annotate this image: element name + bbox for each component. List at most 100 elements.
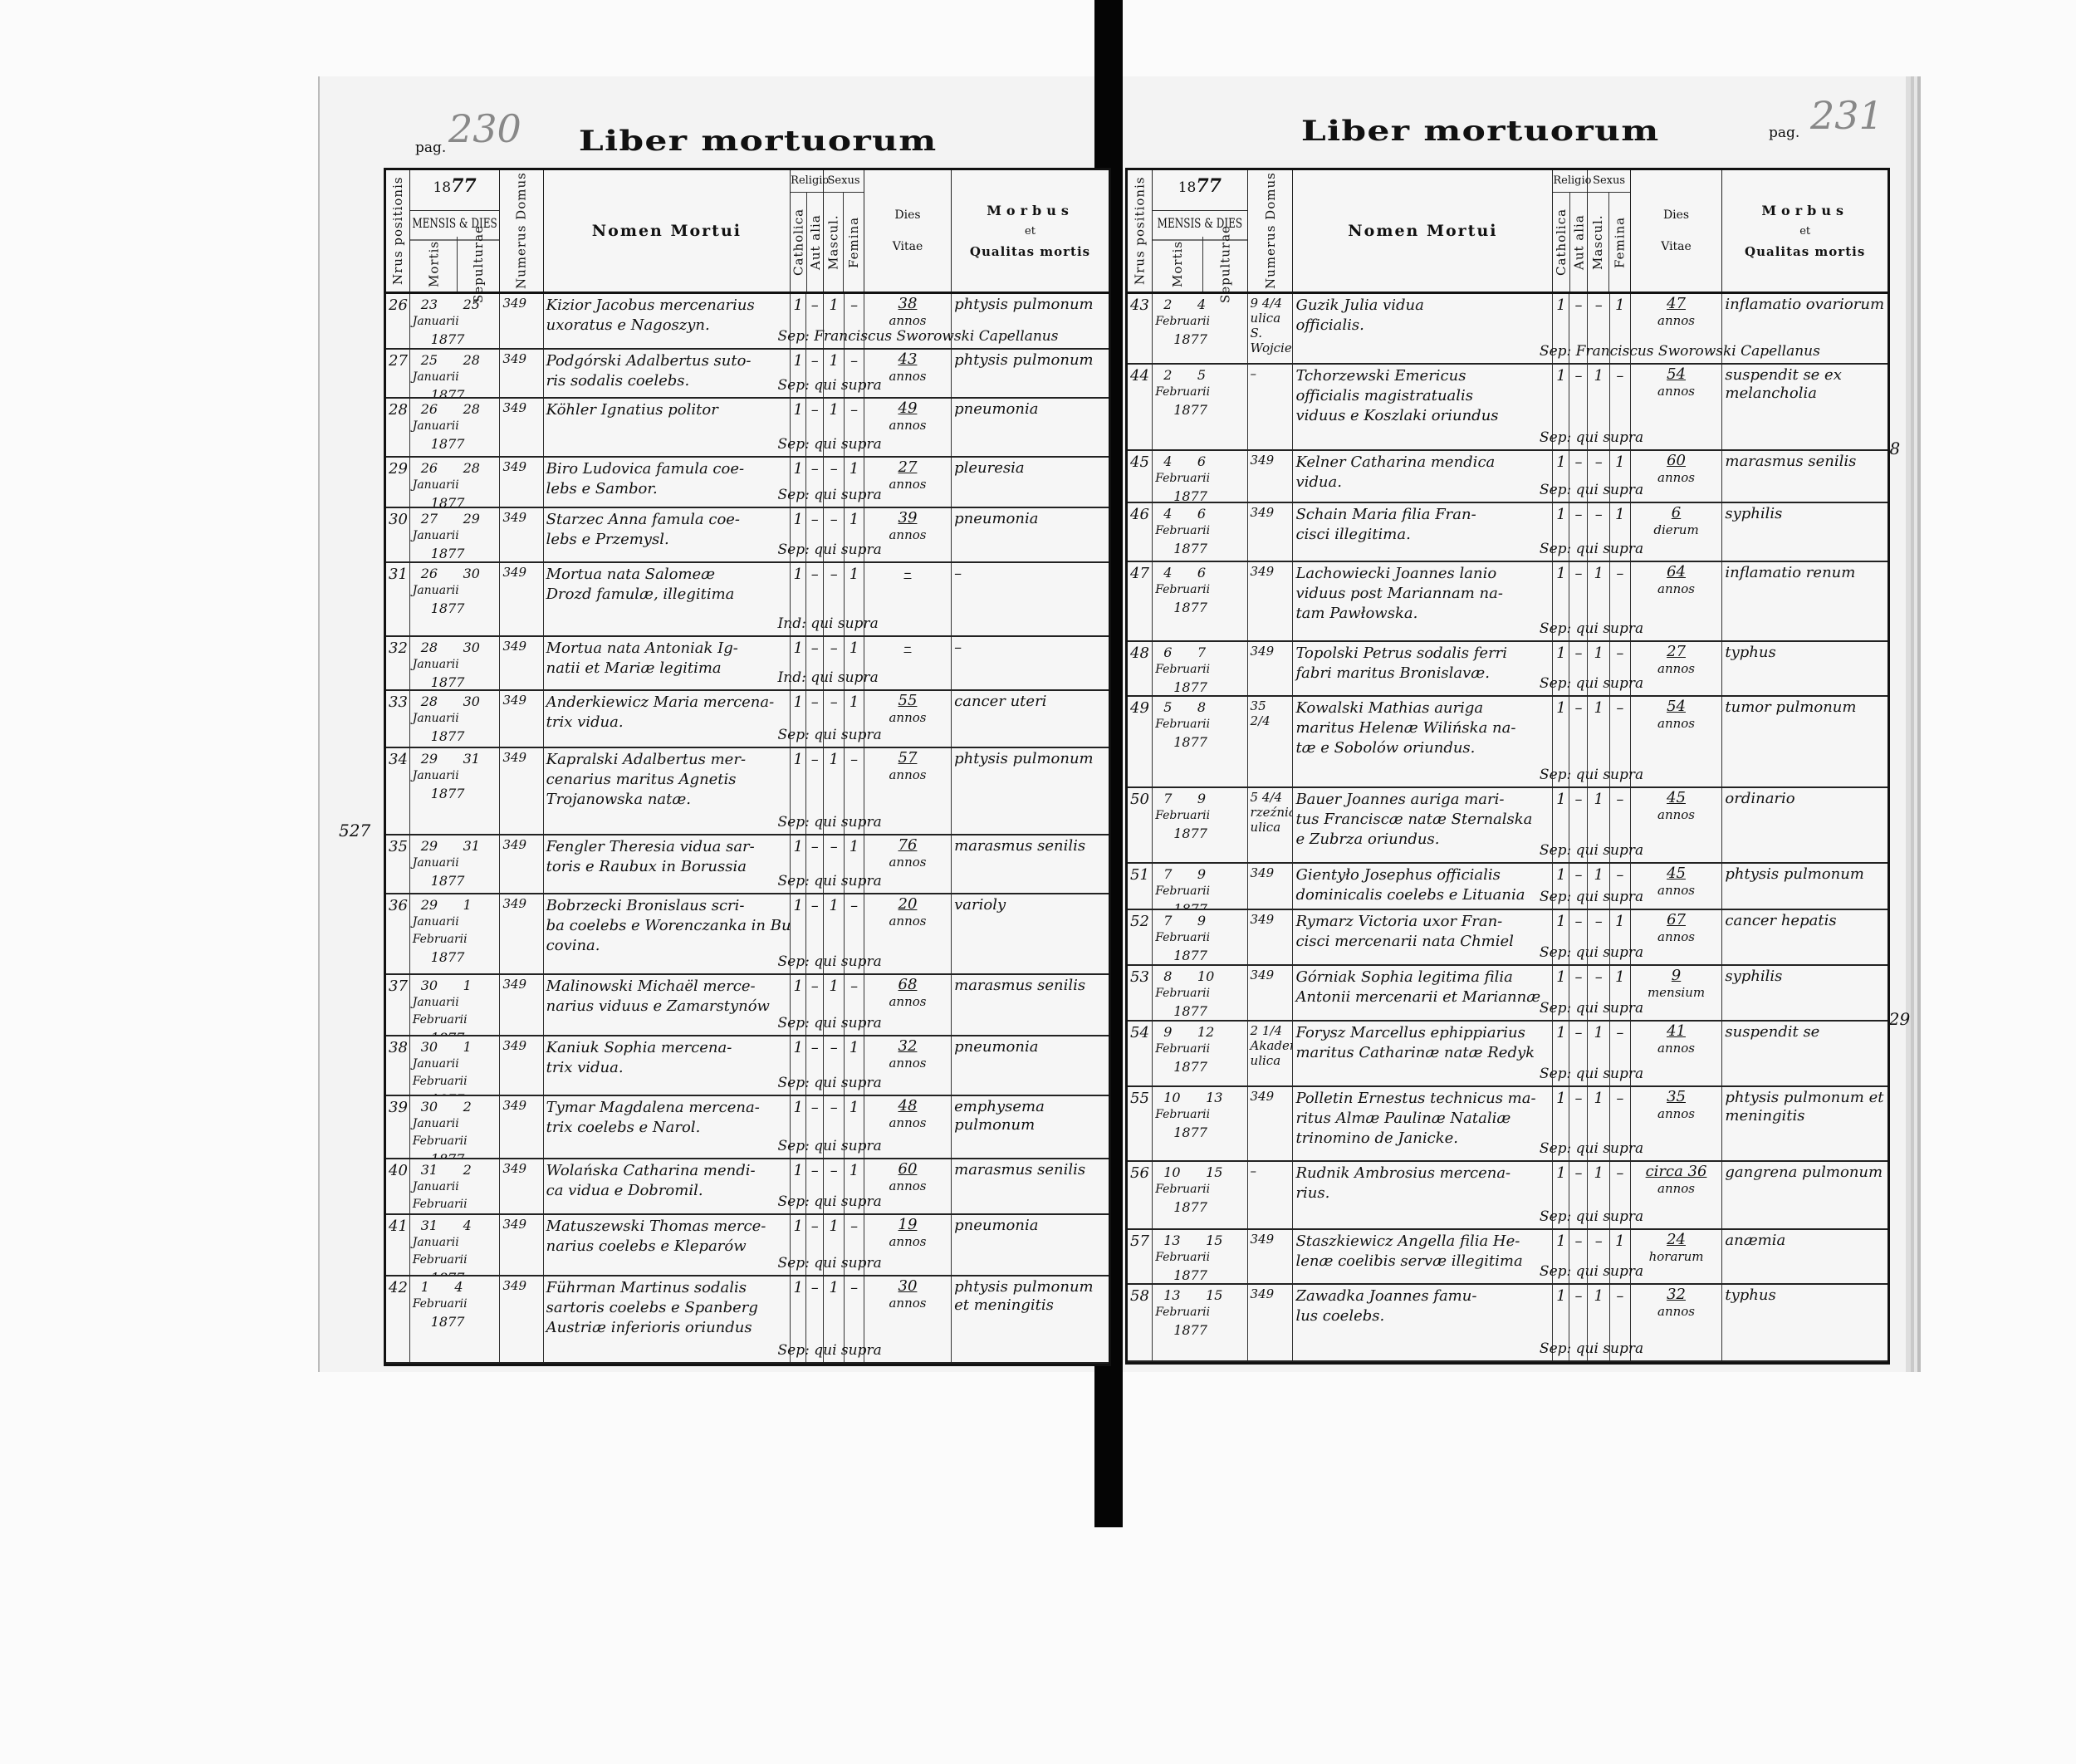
cause-of-death: phtysis pulmonum bbox=[954, 296, 1094, 313]
death-burial-days: 7 9 bbox=[1163, 791, 1207, 806]
year: 1877 bbox=[430, 495, 465, 507]
col-fem-value: 1 bbox=[1610, 294, 1631, 363]
age-value: 55 bbox=[898, 692, 918, 709]
month: Februarii bbox=[1155, 809, 1211, 822]
death-burial-days: 29 31 bbox=[420, 838, 480, 854]
col-aut-value: – bbox=[806, 975, 825, 1035]
name-line: Anderkiewicz Maria mercena- bbox=[546, 693, 775, 711]
table-row: 33 28 30 Januarii 1877 349 Anderkiewicz Maria… bbox=[386, 691, 1109, 748]
date-mortis: 7 9 Februarii 1877 bbox=[1153, 788, 1248, 862]
month: Januarii Februarii bbox=[412, 1117, 468, 1148]
col-masc-value: 1 bbox=[1588, 1285, 1610, 1360]
year-heading: 1877 bbox=[409, 170, 500, 211]
mensis-dies-label: MENSIS & DIES bbox=[1153, 207, 1247, 241]
col-mascul-label: Mascul. bbox=[825, 214, 841, 270]
year: 1877 bbox=[1173, 1003, 1207, 1019]
house-number: 9 4/4 ulica S. Wojciecha bbox=[1248, 294, 1294, 363]
table-row: 42 1 4 Februarii 1877 349 Führman Martinus so… bbox=[386, 1276, 1109, 1364]
name-line: trinomino de Janicke. bbox=[1295, 1129, 1458, 1147]
age: 9 mensium bbox=[1631, 966, 1723, 1020]
age-value: 9 bbox=[1671, 967, 1682, 984]
date-mortis: 27 29 Januarii 1877 bbox=[410, 508, 501, 561]
col-religio-label: Religio bbox=[791, 170, 829, 193]
cause-of-death: varioly bbox=[954, 896, 1006, 914]
age-value: 32 bbox=[898, 1037, 918, 1055]
col-fem-value: 1 bbox=[845, 563, 864, 635]
col-masc-value: – bbox=[1588, 294, 1610, 363]
table-row: 29 26 28 Januarii 1877 349 Biro Ludovica famu… bbox=[386, 458, 1109, 508]
col-aut-value: – bbox=[1569, 1285, 1589, 1360]
name-line: Kelner Catharina mendica bbox=[1295, 453, 1496, 471]
burial-note: Sep: Franciscus Sworowski Capellanus bbox=[777, 328, 1059, 345]
name-line: tam Pawłowska. bbox=[1295, 605, 1418, 622]
burial-note: Sep: qui supra bbox=[777, 953, 882, 970]
death-burial-days: 29 31 bbox=[420, 751, 480, 767]
age: 20 annos bbox=[864, 894, 952, 973]
name-line: Kizior Jacobus mercenarius bbox=[546, 296, 755, 314]
year: 1877 bbox=[1173, 948, 1207, 963]
age-value: 24 bbox=[1667, 1231, 1686, 1248]
entry-number: 55 bbox=[1128, 1087, 1153, 1160]
col-catholica-label: Catholica bbox=[1554, 208, 1569, 277]
col-catholica-label: Catholica bbox=[791, 208, 806, 277]
death-burial-days: 28 30 bbox=[420, 639, 480, 655]
house-number: 349 bbox=[500, 637, 544, 689]
age-value: 20 bbox=[898, 895, 918, 913]
name-line: cisci illegitima. bbox=[1295, 526, 1411, 543]
date-mortis: 4 6 Februarii 1877 bbox=[1153, 562, 1248, 640]
cause-of-death: typhus bbox=[1725, 644, 1776, 661]
name-line: Kapralski Adalbertus mer- bbox=[546, 751, 747, 768]
col-religio: Religio Catholica Aut alia bbox=[1553, 170, 1591, 292]
age-value: 67 bbox=[1667, 911, 1686, 929]
house-number: 349 bbox=[500, 1096, 544, 1158]
col-cath-value: 1 bbox=[791, 835, 807, 893]
age-value: 60 bbox=[1667, 452, 1686, 469]
burial-note: Sep: qui supra bbox=[777, 1015, 882, 1031]
deceased-name: Tchorzewski Emericus officialis magistrat… bbox=[1293, 365, 1554, 449]
date-mortis: 29 31 Januarii 1877 bbox=[410, 748, 501, 834]
burial-note: Sep: qui supra bbox=[1539, 944, 1644, 961]
name-line: ba coelebs e Worenczanka in Bu- bbox=[546, 917, 791, 934]
cause-of-death: phtysis pulmonum bbox=[954, 351, 1094, 369]
date-mortis: 29 1 Januarii Februarii 1877 bbox=[410, 894, 501, 973]
col-aut-value: – bbox=[1569, 1022, 1589, 1085]
month: Januarii bbox=[412, 315, 459, 328]
col-sexus-label: Sexus bbox=[824, 170, 864, 193]
year: 1877 bbox=[413, 1029, 497, 1035]
age-value: 64 bbox=[1667, 563, 1686, 581]
col-masc-value: – bbox=[824, 508, 845, 561]
entry-number: 31 bbox=[386, 563, 410, 635]
col-cath-value: 1 bbox=[791, 748, 807, 834]
age-unit: annos bbox=[889, 1115, 927, 1130]
col-aut-value: – bbox=[1569, 1087, 1589, 1160]
col-catholica: Catholica bbox=[791, 193, 807, 292]
house-number: 349 bbox=[1248, 642, 1294, 695]
deceased-name: Staszkiewicz Angella filia He-lenæ coeli… bbox=[1293, 1230, 1554, 1283]
age: 38 annos bbox=[864, 294, 952, 348]
cause-of-death: typhus bbox=[1725, 1286, 1776, 1304]
year: 1877 bbox=[1173, 679, 1207, 695]
month: Januarii Februarii bbox=[412, 1180, 468, 1211]
date-mortis: 25 28 Januarii 1877 bbox=[410, 350, 501, 397]
age-value: 30 bbox=[898, 1277, 918, 1295]
house-number: 349 bbox=[500, 458, 544, 507]
house-number: 349 bbox=[1248, 451, 1294, 502]
table-row: 45 4 6 Februarii 1877 349 Kelner Catharina me… bbox=[1128, 451, 1887, 503]
col-aut-value: – bbox=[1569, 503, 1589, 561]
table-row: 30 27 29 Januarii 1877 349 Starzec Anna famul… bbox=[386, 508, 1109, 563]
col-nrus-label: Nrus positionis bbox=[1132, 176, 1148, 286]
month: Januarii bbox=[412, 712, 459, 725]
house-number: 5 4/4 rzeźniarska ulica bbox=[1248, 788, 1294, 862]
col-cath-value: 1 bbox=[791, 1036, 807, 1095]
deceased-name: Wolańska Catharina mendi-ca vidua e Dobr… bbox=[544, 1159, 791, 1213]
age-unit: annos bbox=[889, 369, 927, 384]
year: 1877 bbox=[430, 436, 465, 452]
age-value: 35 bbox=[1667, 1088, 1686, 1105]
age: 55 annos bbox=[864, 691, 952, 747]
burial-note: Sep: qui supra bbox=[1539, 1340, 1644, 1357]
age: 35 annos bbox=[1631, 1087, 1723, 1160]
year: 1877 bbox=[1173, 826, 1207, 841]
age-value: 45 bbox=[1667, 865, 1686, 882]
col-masc-value: – bbox=[1588, 503, 1610, 561]
col-sepulturae: Sepulturae bbox=[1203, 225, 1247, 303]
